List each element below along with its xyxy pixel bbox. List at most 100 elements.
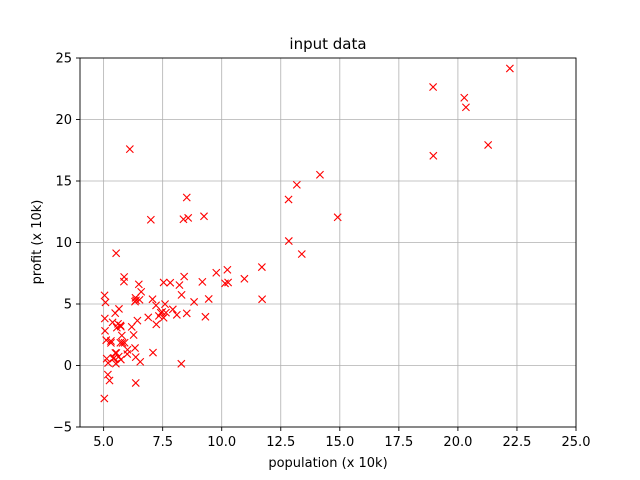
data-point-marker	[106, 337, 115, 346]
data-point-marker	[284, 195, 293, 204]
data-point-marker	[117, 331, 126, 340]
data-point-marker	[110, 353, 118, 362]
y-axis-label: profit (x 10k)	[30, 200, 45, 285]
data-point-marker	[284, 237, 293, 246]
data-point-marker	[172, 310, 181, 319]
data-point-marker	[125, 145, 134, 154]
data-point-marker	[111, 348, 120, 357]
data-point-marker	[175, 281, 184, 290]
data-point-marker	[200, 212, 208, 221]
x-tick-label: 12.5	[266, 435, 295, 450]
data-point-marker	[224, 278, 233, 287]
data-points	[100, 64, 514, 403]
data-point-marker	[177, 290, 186, 299]
data-point-marker	[258, 295, 267, 304]
y-tick-label: 15	[55, 175, 72, 190]
y-tick-label: 5	[64, 298, 72, 313]
y-tick-label: 20	[55, 113, 72, 128]
data-point-marker	[120, 272, 129, 281]
data-point-marker	[135, 295, 144, 304]
chart-title: input data	[289, 35, 366, 53]
data-point-marker	[131, 293, 140, 302]
data-point-marker	[134, 280, 143, 289]
x-tick-label: 15.0	[325, 435, 354, 450]
data-point-marker	[180, 272, 189, 281]
data-point-marker	[131, 344, 140, 353]
data-point-marker	[100, 291, 109, 300]
data-point-marker	[101, 326, 110, 335]
data-point-marker	[102, 336, 111, 345]
x-tick-label: 25.0	[562, 435, 591, 450]
data-point-marker	[131, 378, 140, 387]
data-point-marker	[112, 348, 121, 357]
data-point-marker	[221, 279, 230, 288]
data-point-marker	[461, 103, 470, 112]
data-point-marker	[114, 319, 123, 328]
data-point-marker	[182, 193, 191, 202]
x-tick-label: 17.5	[384, 435, 413, 450]
data-point-marker	[154, 311, 163, 320]
data-point-marker	[100, 314, 109, 323]
data-point-marker	[166, 278, 175, 287]
data-point-marker	[103, 370, 112, 379]
data-point-marker	[505, 64, 514, 73]
axis-ticks: 5.0 7.5 10.0 12.5 15.0 17.5 20.0 22.5 25.0 −5 0 5 10…	[53, 52, 591, 451]
data-point-marker	[315, 170, 324, 179]
data-point-marker	[131, 353, 140, 362]
data-point-marker	[148, 295, 157, 304]
data-point-marker	[144, 313, 153, 322]
data-point-marker	[108, 318, 117, 327]
data-point-marker	[118, 338, 127, 347]
x-tick-label: 22.5	[502, 435, 531, 450]
data-point-marker	[111, 359, 120, 368]
data-point-marker	[484, 140, 493, 149]
x-tick-label: 20.0	[443, 435, 472, 450]
data-point-marker	[460, 93, 469, 102]
data-point-marker	[148, 348, 157, 357]
data-point-marker	[129, 331, 138, 339]
data-point-marker	[182, 309, 191, 318]
data-point-marker	[116, 338, 125, 347]
data-point-marker	[223, 265, 232, 274]
data-point-marker	[292, 180, 301, 189]
x-tick-label: 7.5	[152, 435, 173, 450]
data-point-marker	[159, 313, 168, 322]
data-point-marker	[198, 277, 207, 286]
data-point-marker	[161, 300, 170, 309]
data-point-marker	[161, 308, 170, 317]
data-point-marker	[159, 278, 168, 287]
y-tick-label: 25	[55, 52, 72, 67]
data-point-marker	[106, 338, 115, 347]
y-tick-label: 10	[55, 236, 72, 251]
data-point-marker	[123, 350, 132, 359]
data-point-marker	[429, 151, 438, 160]
data-point-marker	[204, 294, 213, 303]
x-tick-label: 10.0	[207, 435, 236, 450]
data-point-marker	[429, 83, 438, 92]
data-point-marker	[168, 305, 177, 314]
y-tick-label: 0	[64, 359, 72, 374]
x-tick-label: 5.0	[93, 435, 114, 450]
data-point-marker	[116, 355, 125, 364]
data-point-marker	[179, 215, 188, 224]
data-point-marker	[146, 215, 155, 224]
data-point-marker	[152, 301, 161, 310]
data-point-marker	[112, 249, 121, 258]
y-tick-label: −5	[53, 421, 72, 436]
data-point-marker	[212, 268, 221, 277]
data-point-marker	[152, 320, 161, 329]
grid-lines	[80, 57, 577, 428]
data-point-marker	[127, 322, 136, 331]
data-point-marker	[102, 354, 111, 363]
data-point-marker	[105, 376, 114, 385]
data-point-marker	[240, 274, 249, 283]
x-axis-label: population (x 10k)	[268, 456, 387, 471]
data-point-marker	[333, 213, 342, 222]
data-point-marker	[190, 297, 199, 306]
data-point-marker	[177, 359, 186, 368]
data-point-marker	[257, 263, 266, 272]
data-point-marker	[114, 304, 123, 313]
data-point-marker	[297, 250, 306, 259]
